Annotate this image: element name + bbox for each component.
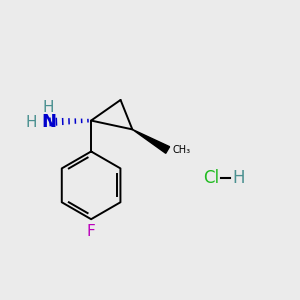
Text: H: H	[232, 169, 245, 187]
Polygon shape	[132, 129, 170, 153]
Text: N: N	[41, 113, 56, 131]
Text: Cl: Cl	[203, 169, 219, 187]
Text: F: F	[87, 224, 95, 239]
Text: CH₃: CH₃	[173, 145, 191, 155]
Text: H: H	[26, 115, 38, 130]
Text: H: H	[43, 100, 54, 116]
